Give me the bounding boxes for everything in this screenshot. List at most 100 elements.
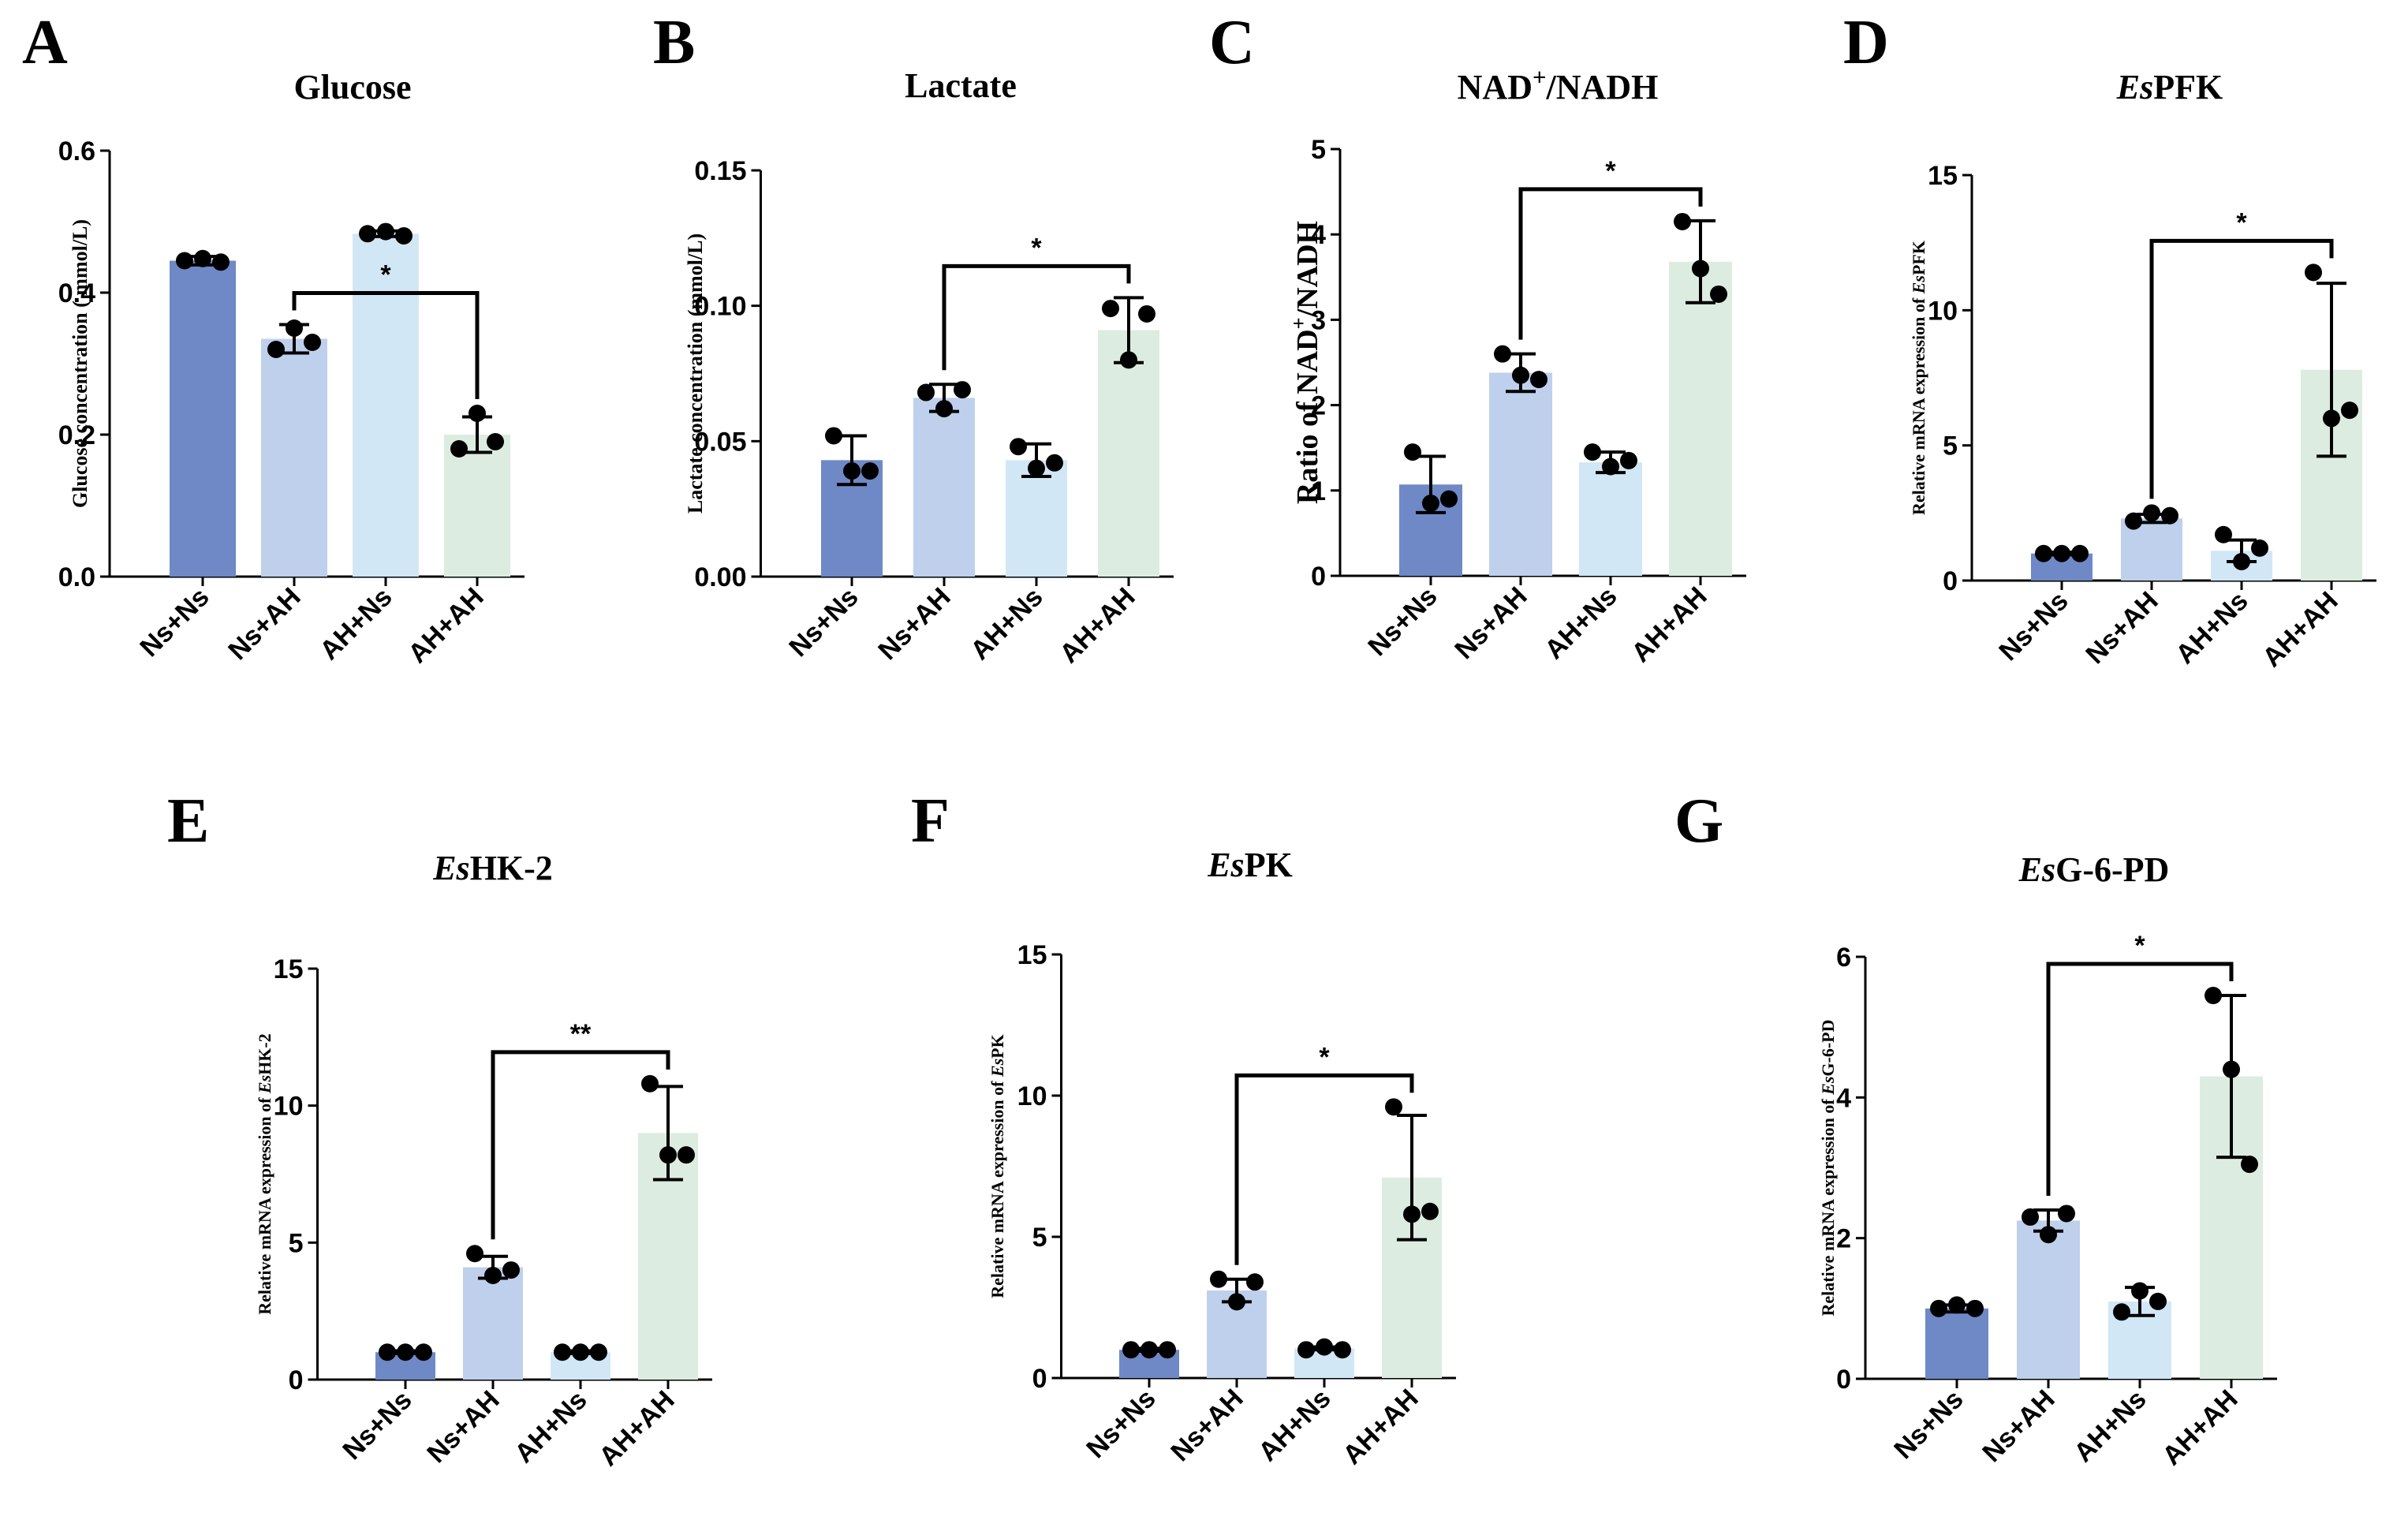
data-point (1385, 1098, 1402, 1116)
y-tick-label: 4 (1836, 1083, 1851, 1113)
bar-AH+AH (1098, 330, 1159, 577)
panel-letter: C (1209, 8, 1255, 77)
data-point (2071, 544, 2089, 562)
data-point (1102, 300, 1119, 318)
data-point (469, 405, 486, 422)
y-tick-label: 1 (1311, 476, 1326, 506)
y-tick-label: 0.6 (58, 136, 95, 166)
y-tick-label: 0 (1032, 1364, 1047, 1394)
x-tick-label: AH+Ns (2170, 586, 2253, 670)
y-tick-label: 10 (274, 1092, 304, 1122)
x-tick-label: AH+Ns (509, 1385, 592, 1469)
chart-panel-G: G EsG-6-PD Relative mRNA expression of EsG… (1674, 786, 2277, 1471)
data-point (1159, 1341, 1176, 1359)
y-tick-label: 0.0 (58, 562, 95, 592)
data-point (590, 1343, 607, 1361)
bar-AH+Ns (1006, 460, 1067, 577)
chart-title: EsG-6-PD (2018, 850, 2170, 889)
data-point (572, 1343, 589, 1361)
data-point (1297, 1341, 1315, 1359)
data-point (1028, 459, 1045, 477)
x-tick-label: Ns+Ns (134, 582, 215, 663)
significance-bracket (942, 263, 1131, 371)
data-point (2161, 506, 2178, 525)
significance-bracket (2046, 962, 2234, 1196)
data-point (678, 1146, 695, 1164)
y-axis-label: Relative mRNA expression of EsG-6-PD (1818, 1019, 1838, 1316)
data-point (2205, 987, 2222, 1005)
data-point (1210, 1270, 1227, 1288)
y-tick-label: 15 (1928, 161, 1958, 191)
data-point (1141, 1341, 1158, 1359)
y-tick-label: 5 (1032, 1223, 1047, 1253)
data-point (395, 227, 413, 245)
y-tick-label: 6 (1836, 943, 1851, 973)
x-tick-label: Ns+AH (1165, 1384, 1249, 1467)
data-point (1316, 1338, 1333, 1356)
data-point (825, 427, 842, 445)
x-tick-label: AH+Ns (1253, 1384, 1336, 1467)
panel-letter: G (1674, 786, 1723, 856)
chart-title: NAD+/NADH (1458, 64, 1659, 106)
data-point (2323, 409, 2340, 428)
data-point (1930, 1299, 1947, 1317)
data-point (2251, 539, 2268, 557)
data-point (1710, 285, 1727, 303)
y-tick-label: 15 (1017, 940, 1047, 970)
data-point (1246, 1273, 1264, 1291)
bar-Ns+AH (913, 398, 975, 577)
y-axis-label: Relative mRNA expression of EsPFK (1909, 241, 1928, 515)
significance-bracket (1234, 1073, 1414, 1265)
panel-letter: D (1843, 8, 1889, 77)
data-point (2149, 1292, 2167, 1310)
y-tick-label: 10 (1928, 296, 1958, 326)
x-tick-label: Ns+Ns (783, 582, 864, 663)
data-point (415, 1343, 432, 1361)
x-tick-label: Ns+AH (2080, 586, 2163, 670)
y-tick-label: 0 (1836, 1365, 1851, 1395)
y-tick-label: 0.00 (694, 562, 746, 592)
significance-bracket (292, 291, 480, 399)
data-point (1120, 351, 1137, 369)
x-tick-label: AH+AH (1054, 582, 1141, 669)
y-tick-label: 2 (1311, 391, 1326, 421)
chart-title: EsPFK (2116, 68, 2223, 106)
significance-bracket (1518, 187, 1703, 340)
data-point (935, 400, 953, 418)
data-point (2143, 504, 2160, 522)
y-tick-label: 10 (1017, 1081, 1047, 1111)
data-point (2341, 401, 2358, 420)
y-tick-label: 5 (1311, 135, 1326, 165)
x-tick-label: Ns+Ns (337, 1385, 417, 1466)
significance-label: * (2236, 207, 2247, 237)
data-point (1692, 260, 1709, 278)
y-axis-label: Relative mRNA expression of EsPK (987, 1034, 1007, 1298)
data-point (2022, 1208, 2039, 1226)
x-tick-label: AH+AH (593, 1385, 680, 1472)
data-point (194, 249, 211, 267)
x-tick-label: AH+Ns (314, 582, 398, 666)
data-point (2305, 263, 2322, 282)
bar-Ns+Ns (170, 260, 236, 577)
chart-title: EsHK-2 (432, 849, 553, 887)
y-tick-label: 0.05 (694, 427, 746, 457)
data-point (267, 341, 285, 358)
x-tick-label: Ns+Ns (1081, 1384, 1161, 1464)
data-point (2125, 512, 2142, 530)
y-tick-label: 0.4 (58, 278, 95, 308)
x-tick-label: Ns+AH (1977, 1384, 2060, 1468)
data-point (1966, 1299, 1984, 1317)
data-point (843, 462, 861, 480)
data-point (1421, 1202, 1439, 1220)
data-point (1530, 371, 1547, 389)
data-point (1674, 212, 1691, 230)
y-tick-label: 4 (1311, 220, 1326, 250)
x-tick-label: AH+AH (2257, 586, 2343, 673)
x-tick-label: AH+AH (402, 582, 489, 669)
x-tick-label: Ns+AH (1449, 581, 1533, 665)
significance-bracket (2149, 238, 2334, 499)
data-point (1512, 366, 1529, 384)
bar-Ns+AH (2017, 1220, 2080, 1379)
